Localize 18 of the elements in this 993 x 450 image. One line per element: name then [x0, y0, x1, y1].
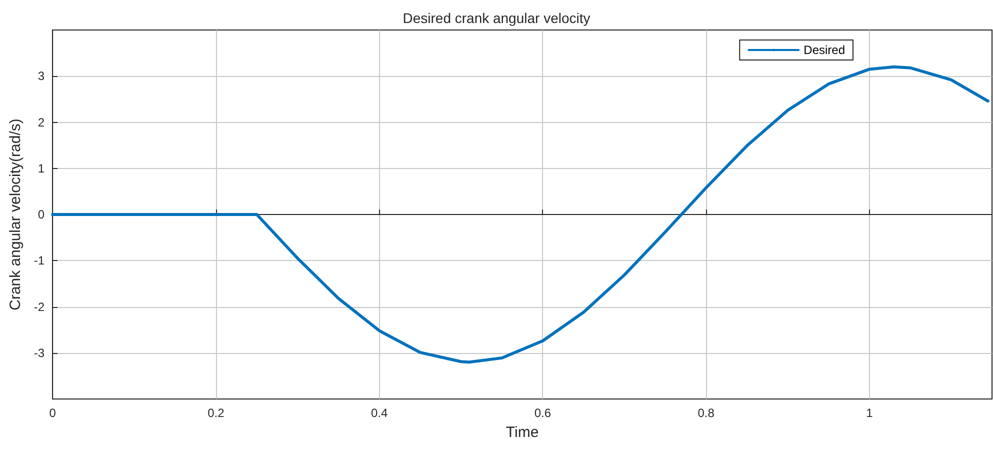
x-tick-label: 0.6 [534, 406, 552, 420]
legend-label: Desired [804, 43, 846, 57]
x-tick-label: 0.4 [370, 406, 388, 420]
y-tick-label: 0 [38, 208, 45, 222]
x-tick-label: 1 [866, 406, 874, 420]
y-tick-label: -3 [34, 346, 45, 360]
y-tick-label: -2 [34, 300, 45, 314]
x-tick-label: 0.8 [698, 406, 715, 420]
x-axis-title: Time [506, 424, 539, 441]
x-tick-label: 0.2 [208, 406, 225, 420]
x-tick-label: 0 [49, 406, 56, 420]
line-series [51, 65, 990, 364]
y-tick-label: -1 [34, 254, 45, 268]
chart-title: Desired crank angular velocity [402, 10, 590, 26]
y-axis-title: Crank angular velocity(rad/s) [7, 118, 24, 310]
y-tick-label: 2 [38, 115, 45, 130]
y-tick-label: 3 [38, 69, 45, 84]
y-tick-label: 1 [38, 161, 45, 176]
